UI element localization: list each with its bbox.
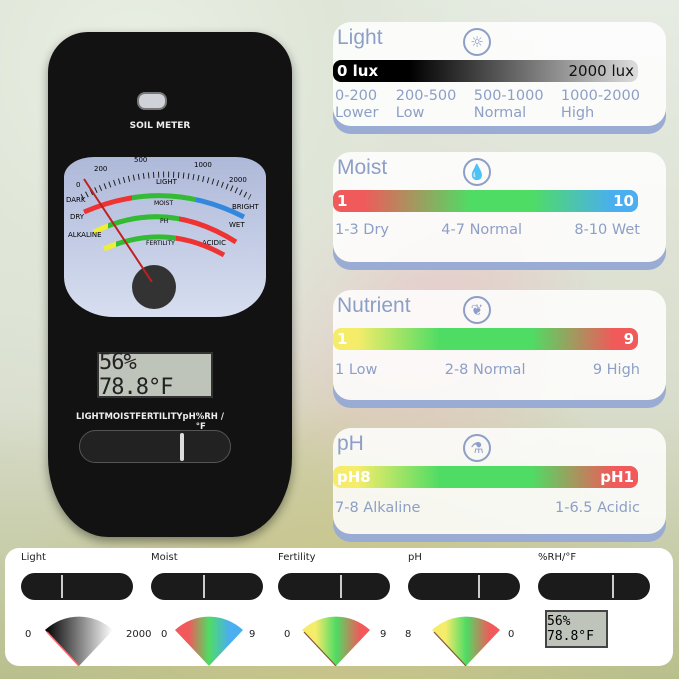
gauge-min: 0	[161, 629, 168, 640]
mode-fertility: Fertility 0 9	[270, 548, 400, 666]
dial-label: DARK	[66, 196, 86, 204]
legend-item: 4-7 Normal	[441, 222, 523, 238]
brand-label: SOIL METER	[129, 121, 191, 131]
mode-rh-temp: %RH/°F	[530, 548, 660, 666]
dial-label: MOIST	[154, 200, 173, 207]
dial-label: LIGHT	[156, 178, 178, 186]
mode-moist: Moist 0 9	[143, 548, 273, 666]
nutrient-scale-bar: 1 9	[333, 328, 638, 350]
legend-item: 1-6.5 Acidic	[555, 500, 640, 516]
ph-card: pH ⚗ pH8 pH1 7-8 Alkaline 1-6.5 Acidic	[333, 428, 666, 534]
legend-item: 0-200 Lower	[335, 88, 379, 121]
bar-max: 2000 lux	[568, 62, 635, 80]
mode-ph: pH 8 0	[400, 548, 530, 666]
legend-item: 1000-2000 High	[560, 88, 640, 121]
gauge-max: 2000	[126, 629, 152, 640]
card-title: Moist	[337, 156, 388, 179]
legend-item: 9 High	[592, 362, 640, 378]
gauge-max: 9	[380, 629, 387, 640]
flask-icon: ⚗	[463, 434, 491, 462]
mode-guide-panel: Light 0 2000 Moist 0 9 Fertility 0 9 pH …	[5, 548, 673, 666]
gauge-max: 9	[249, 629, 256, 640]
legend-item: 2-8 Normal	[444, 362, 526, 378]
dial-label: FERTILITY	[146, 240, 175, 247]
lcd-display: 56% 78.8°F	[97, 350, 213, 400]
dial-label: DRY	[70, 213, 85, 221]
dial-needle	[83, 178, 153, 283]
switch-illustration	[278, 573, 390, 600]
dial-tick: 200	[94, 165, 107, 173]
bar-min: 1	[337, 330, 348, 348]
mode-label: FERTILITY	[135, 412, 183, 422]
legend-item: 500-1000 Normal	[473, 88, 544, 121]
mode-title: Fertility	[278, 552, 316, 563]
fertility-gauge-fan	[302, 616, 370, 666]
card-title: Nutrient	[337, 294, 411, 317]
bar-max: 10	[613, 192, 634, 210]
legend-item: 7-8 Alkaline	[335, 500, 421, 516]
legend-item: 1 Low	[335, 362, 378, 378]
bar-max: pH1	[600, 468, 634, 486]
light-gauge-fan	[45, 616, 113, 666]
switch-illustration	[21, 573, 133, 600]
ph-scale-bar: pH8 pH1	[333, 466, 638, 488]
dial-tick: 0	[76, 181, 80, 189]
bar-min: 0 lux	[337, 62, 379, 80]
bar-max: 9	[623, 330, 634, 348]
mode-slider-switch[interactable]	[79, 430, 231, 463]
bar-min: pH8	[337, 468, 371, 486]
mode-label: MOIST	[104, 412, 136, 422]
mode-label: %RH / °F	[195, 412, 224, 432]
mode-title: pH	[408, 552, 422, 563]
legend-item: 1-3 Dry	[335, 222, 389, 238]
legend-item: 200-500 Low	[395, 88, 457, 121]
mode-labels: LIGHT MOIST FERTILITY pH %RH / °F	[76, 412, 236, 432]
dial-label: PH	[160, 218, 168, 225]
dial-label: ACIDIC	[202, 239, 226, 247]
gauge-min: 0	[284, 629, 291, 640]
gauge-max: 0	[508, 629, 515, 640]
meter-dial: 0 200 500 1000 2000 LIGHT DARK BRIGHT DR…	[64, 157, 266, 317]
gauge-min: 0	[25, 629, 32, 640]
moist-scale-bar: 1 10	[333, 190, 638, 212]
mode-light: Light 0 2000	[13, 548, 151, 666]
dial-label: BRIGHT	[232, 203, 259, 211]
mode-title: Moist	[151, 552, 178, 563]
light-card: Light ☼ 0 lux 2000 lux 0-200 Lower 200-5…	[333, 22, 666, 126]
dial-label: ALKALINE	[68, 231, 102, 239]
bar-min: 1	[337, 192, 348, 210]
mini-lcd: 56% 78.8°F	[545, 610, 608, 648]
nutrient-legend: 1 Low 2-8 Normal 9 High	[335, 362, 640, 379]
mode-title: %RH/°F	[538, 552, 577, 563]
legend-item: 8-10 Wet	[574, 222, 640, 238]
nutrient-card: Nutrient ❦ 1 9 1 Low 2-8 Normal 9 High	[333, 290, 666, 400]
mode-title: Light	[21, 552, 46, 563]
dial-tick: 2000	[229, 176, 247, 184]
mode-label: pH	[182, 412, 196, 422]
light-scale-bar: 0 lux 2000 lux	[333, 60, 638, 82]
moist-legend: 1-3 Dry 4-7 Normal 8-10 Wet	[335, 222, 640, 239]
mode-label: LIGHT	[76, 412, 105, 422]
card-title: Light	[337, 26, 383, 49]
moist-gauge-fan	[175, 616, 243, 666]
switch-illustration	[408, 573, 520, 600]
card-title: pH	[337, 432, 364, 455]
water-drop-icon: 💧	[463, 158, 491, 186]
dial-tick: 1000	[194, 161, 212, 169]
ph-legend: 7-8 Alkaline 1-6.5 Acidic	[335, 500, 640, 517]
dial-tick: 500	[134, 157, 147, 164]
light-legend: 0-200 Lower 200-500 Low 500-1000 Normal …	[335, 88, 640, 122]
switch-illustration	[151, 573, 263, 600]
light-sensor	[137, 92, 167, 110]
sun-icon: ☼	[463, 28, 491, 56]
switch-illustration	[538, 573, 650, 600]
slider-knob[interactable]	[180, 433, 184, 461]
gauge-min: 8	[405, 629, 412, 640]
moist-card: Moist 💧 1 10 1-3 Dry 4-7 Normal 8-10 Wet	[333, 152, 666, 262]
ph-gauge-fan	[432, 616, 500, 666]
sprout-icon: ❦	[463, 296, 491, 324]
dial-label: WET	[229, 221, 245, 229]
